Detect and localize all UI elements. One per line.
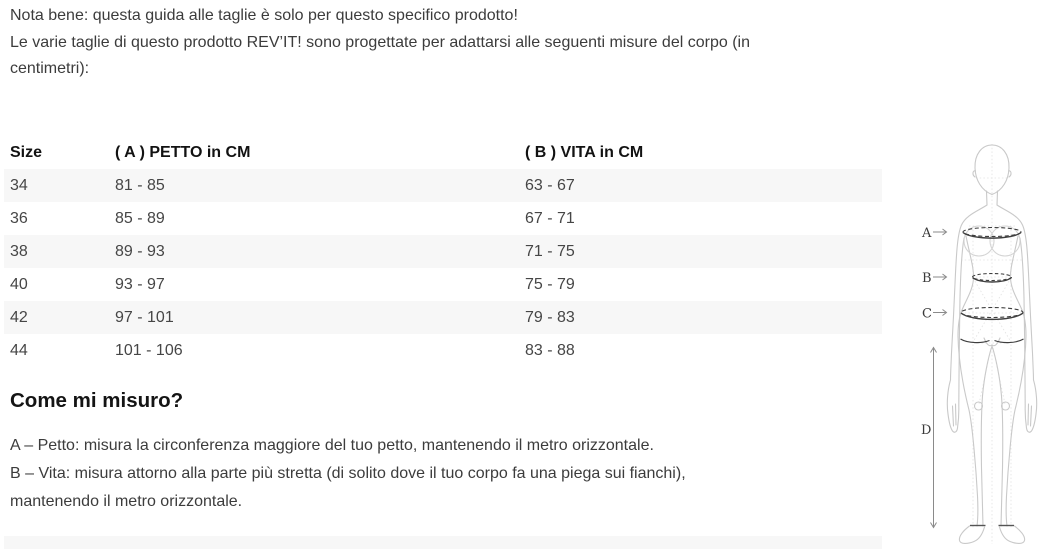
body-figure-illustration: A B C D xyxy=(921,144,1038,544)
cell-vita: 75 - 79 xyxy=(525,275,575,293)
cell-size: 34 xyxy=(10,176,28,194)
hips-arrow-icon xyxy=(933,309,948,316)
cell-petto: 89 - 93 xyxy=(115,242,165,260)
how-to-measure-title: Come mi misuro? xyxy=(10,389,184,412)
waist-measure-line xyxy=(971,272,1013,282)
column-header-petto: ( A ) PETTO in CM xyxy=(115,143,251,161)
measure-instruction-waist-cont: mantenendo il metro orizzontale. xyxy=(10,493,243,510)
cell-size: 42 xyxy=(10,308,28,326)
partial-next-table-row xyxy=(4,536,882,549)
body-measurement-diagram: A B C D xyxy=(914,138,1044,549)
column-header-vita: ( B ) VITA in CM xyxy=(525,143,644,161)
length-label: D xyxy=(921,423,931,438)
bust-circle-left xyxy=(963,225,995,257)
table-row-38: 38 89 - 93 71 - 75 xyxy=(4,235,882,268)
waist-label: B xyxy=(922,271,932,286)
size-table: Size ( A ) PETTO in CM ( B ) VITA in CM … xyxy=(4,136,882,367)
construction-lines xyxy=(961,144,1023,544)
cell-vita: 67 - 71 xyxy=(525,209,575,227)
cell-petto: 85 - 89 xyxy=(115,209,165,227)
cell-vita: 83 - 88 xyxy=(525,341,575,359)
chest-label: A xyxy=(921,226,932,241)
cell-vita: 79 - 83 xyxy=(525,308,575,326)
measure-instruction-chest: A – Petto: misura la circonferenza maggi… xyxy=(10,437,654,454)
intro-line-1: Nota bene: questa guida alle taglie è so… xyxy=(10,7,518,24)
measurement-labels: A B C D xyxy=(921,226,948,529)
measurement-lines xyxy=(960,226,1024,527)
waist-arrow-icon xyxy=(933,273,948,281)
table-row-42: 42 97 - 101 79 - 83 xyxy=(4,301,882,334)
cell-size: 38 xyxy=(10,242,28,260)
table-row-40: 40 93 - 97 75 - 79 xyxy=(4,268,882,301)
cell-vita: 63 - 67 xyxy=(525,176,575,194)
intro-line-2: Le varie taglie di questo prodotto REV’I… xyxy=(10,33,750,51)
thigh-line-left xyxy=(960,338,990,344)
cell-vita: 71 - 75 xyxy=(525,242,575,260)
table-row-36: 36 85 - 89 67 - 71 xyxy=(4,202,882,235)
chest-measure-line xyxy=(962,226,1022,238)
intro-line-3: centimetri): xyxy=(10,60,90,77)
how-to-measure-text: A – Petto: misura la circonferenza maggi… xyxy=(10,432,686,516)
body-outline xyxy=(946,144,1038,544)
table-row-34: 34 81 - 85 63 - 67 xyxy=(4,169,882,202)
thigh-line-right xyxy=(994,338,1024,344)
measure-instruction-waist: B – Vita: misura attorno alla parte più … xyxy=(10,465,686,482)
hips-measure-line xyxy=(960,306,1024,319)
size-table-header-row: Size ( A ) PETTO in CM ( B ) VITA in CM xyxy=(4,136,882,169)
intro-note: Nota bene: questa guida alle taglie è so… xyxy=(10,3,750,83)
length-arrow-icon xyxy=(930,346,937,529)
foot-right xyxy=(998,525,1026,544)
cell-petto: 101 - 106 xyxy=(115,341,183,359)
cell-size: 36 xyxy=(10,209,28,227)
bust-circle-right xyxy=(989,225,1021,257)
head xyxy=(974,144,1010,196)
hips-label: C xyxy=(922,307,932,322)
cell-size: 44 xyxy=(10,341,28,359)
cell-petto: 97 - 101 xyxy=(115,308,174,326)
chest-arrow-icon xyxy=(933,228,948,236)
column-header-size: Size xyxy=(10,143,43,161)
cell-petto: 81 - 85 xyxy=(115,176,165,194)
foot-left xyxy=(958,525,986,544)
table-row-44: 44 101 - 106 83 - 88 xyxy=(4,334,882,367)
cell-petto: 93 - 97 xyxy=(115,275,165,293)
cell-size: 40 xyxy=(10,275,28,293)
